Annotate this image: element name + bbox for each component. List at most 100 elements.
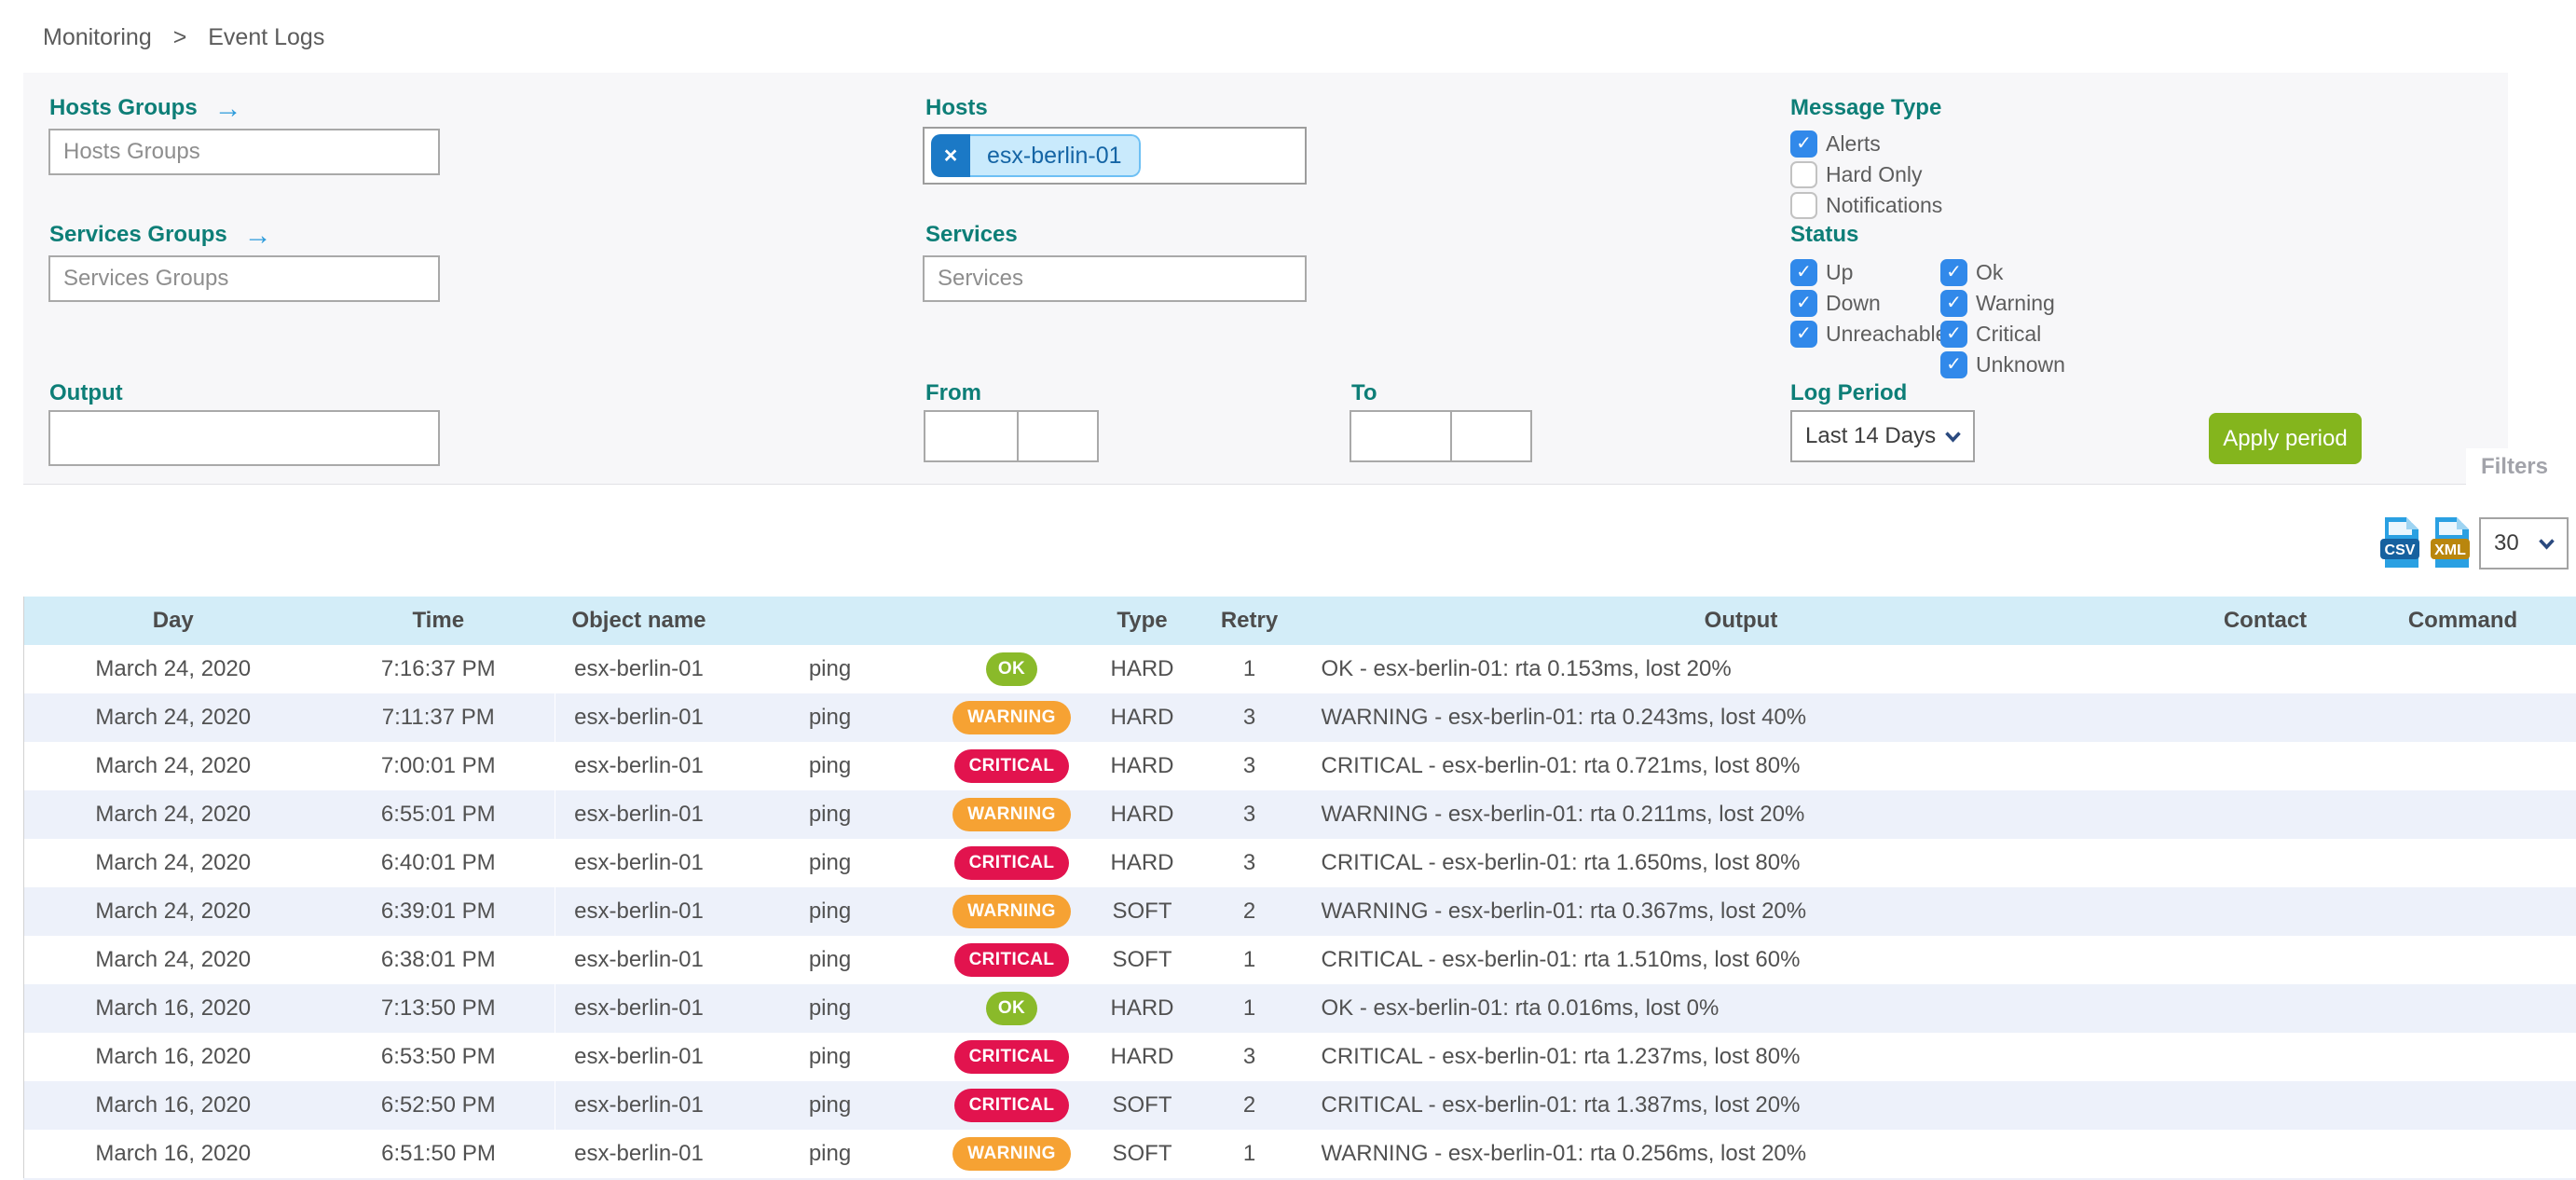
to-time-input[interactable] bbox=[1450, 410, 1532, 462]
checkbox-unchecked-icon[interactable] bbox=[1790, 161, 1817, 188]
checkbox-checked-icon[interactable]: ✓ bbox=[1790, 130, 1817, 158]
breadcrumb-item-event-logs: Event Logs bbox=[208, 24, 325, 50]
cell-day: March 16, 2020 bbox=[95, 1092, 252, 1118]
checkbox-warning[interactable]: ✓ Warning bbox=[1940, 290, 2065, 317]
from-label: From bbox=[925, 380, 981, 405]
cell-day: March 16, 2020 bbox=[95, 995, 252, 1021]
table-row: March 24, 2020 7:16:37 PM esx-berlin-01 pin… bbox=[24, 645, 2576, 693]
cell-output: WARNING - esx-berlin-01: rta 0.367ms, lo… bbox=[1321, 899, 1807, 924]
chip-label: esx-berlin-01 bbox=[970, 134, 1141, 177]
services-input[interactable] bbox=[923, 255, 1307, 302]
checkbox-checked-icon[interactable]: ✓ bbox=[1790, 290, 1817, 317]
table-row: March 24, 2020 6:39:01 PM esx-berlin-01 pin… bbox=[23, 887, 2576, 936]
cell-type: HARD bbox=[1110, 995, 1174, 1021]
hosts-input[interactable]: × esx-berlin-01 bbox=[923, 127, 1307, 185]
column-header-retry[interactable]: Retry bbox=[1198, 597, 1301, 645]
message-type-options: ✓ Alerts Hard Only Notifications bbox=[1790, 130, 1942, 223]
arrow-right-icon[interactable]: → bbox=[213, 93, 242, 124]
output-input[interactable] bbox=[48, 410, 440, 466]
cell-contact bbox=[2182, 645, 2350, 693]
log-period-select[interactable]: Last 14 Days bbox=[1790, 410, 1975, 462]
column-header-output[interactable]: Output bbox=[1300, 597, 2182, 645]
checkbox-unreachable[interactable]: ✓ Unreachable bbox=[1790, 321, 1947, 348]
from-time-input[interactable] bbox=[1017, 410, 1099, 462]
status-badge: OK bbox=[985, 992, 1038, 1025]
cell-service: ping bbox=[808, 899, 852, 924]
checkbox-label: Up bbox=[1826, 260, 1854, 284]
status-badge: WARNING bbox=[952, 798, 1071, 831]
cell-type: HARD bbox=[1110, 656, 1174, 681]
services-groups-label: Services Groups → bbox=[49, 220, 272, 251]
checkbox-checked-icon[interactable]: ✓ bbox=[1940, 290, 1967, 317]
cell-output: CRITICAL - esx-berlin-01: rta 0.721ms, l… bbox=[1321, 753, 1801, 778]
cell-day: March 24, 2020 bbox=[95, 947, 252, 972]
checkbox-label: Down bbox=[1826, 291, 1881, 315]
cell-command bbox=[2350, 839, 2576, 887]
checkbox-checked-icon[interactable]: ✓ bbox=[1940, 321, 1967, 348]
cell-command bbox=[2350, 1081, 2576, 1130]
checkbox-unchecked-icon[interactable] bbox=[1790, 192, 1817, 219]
cell-retry: 3 bbox=[1242, 753, 1256, 778]
checkbox-label: Unreachable bbox=[1826, 322, 1948, 346]
checkbox-hard-only[interactable]: Hard Only bbox=[1790, 161, 1942, 188]
cell-service: ping bbox=[808, 802, 852, 827]
cell-status: CRITICAL bbox=[938, 742, 1087, 790]
cell-contact bbox=[2182, 790, 2350, 839]
cell-command bbox=[2350, 936, 2576, 984]
column-header-contact[interactable]: Contact bbox=[2181, 597, 2350, 645]
column-header-object[interactable]: Object name bbox=[555, 597, 723, 645]
column-header-command[interactable]: Command bbox=[2349, 597, 2576, 645]
status-options-service: ✓ Ok ✓ Warning ✓ Critical ✓ Unknown bbox=[1940, 259, 2065, 382]
checkbox-label: Notifications bbox=[1826, 193, 1943, 217]
cell-object: esx-berlin-01 bbox=[574, 753, 704, 778]
checkbox-checked-icon[interactable]: ✓ bbox=[1790, 259, 1817, 286]
column-header-time[interactable]: Time bbox=[322, 597, 555, 645]
cell-command bbox=[2350, 645, 2576, 693]
filters-tab[interactable]: Filters bbox=[2465, 448, 2563, 489]
cell-retry: 1 bbox=[1242, 995, 1256, 1021]
cell-command bbox=[2350, 790, 2576, 839]
cell-retry: 2 bbox=[1242, 1092, 1256, 1118]
cell-status: CRITICAL bbox=[938, 839, 1087, 887]
arrow-right-icon[interactable]: → bbox=[243, 220, 272, 251]
apply-period-button[interactable]: Apply period bbox=[2209, 413, 2362, 464]
column-header-day[interactable]: Day bbox=[23, 597, 322, 645]
to-date-input[interactable] bbox=[1350, 410, 1452, 462]
checkbox-ok[interactable]: ✓ Ok bbox=[1940, 259, 2065, 286]
svg-text:CSV: CSV bbox=[2385, 542, 2416, 558]
services-groups-input[interactable] bbox=[48, 255, 440, 302]
from-date-input[interactable] bbox=[924, 410, 1019, 462]
cell-day: March 24, 2020 bbox=[95, 656, 252, 681]
column-header-type[interactable]: Type bbox=[1086, 597, 1199, 645]
table-row: March 24, 2020 7:00:01 PM esx-berlin-01 pin… bbox=[24, 742, 2576, 790]
checkbox-up[interactable]: ✓ Up bbox=[1790, 259, 1947, 286]
hosts-groups-input[interactable] bbox=[48, 129, 440, 175]
cell-day: March 24, 2020 bbox=[95, 753, 252, 778]
cell-time: 7:00:01 PM bbox=[380, 753, 496, 778]
status-badge: OK bbox=[985, 652, 1038, 686]
cell-status: WARNING bbox=[938, 1130, 1087, 1178]
checkbox-notifications[interactable]: Notifications bbox=[1790, 192, 1942, 219]
cell-time: 6:51:50 PM bbox=[381, 1141, 496, 1166]
checkbox-critical[interactable]: ✓ Critical bbox=[1940, 321, 2065, 348]
page-size-select[interactable]: 30 bbox=[2479, 517, 2569, 569]
checkbox-checked-icon[interactable]: ✓ bbox=[1940, 259, 1967, 286]
breadcrumb-item-monitoring[interactable]: Monitoring bbox=[43, 24, 152, 50]
cell-day: March 24, 2020 bbox=[95, 850, 252, 875]
svg-text:XML: XML bbox=[2434, 542, 2466, 558]
host-chip: × esx-berlin-01 bbox=[931, 134, 1141, 177]
xml-export-icon[interactable]: XML bbox=[2429, 515, 2472, 569]
cell-output: CRITICAL - esx-berlin-01: rta 1.510ms, l… bbox=[1321, 947, 1801, 972]
cell-day: March 24, 2020 bbox=[95, 705, 252, 730]
cell-object: esx-berlin-01 bbox=[574, 995, 704, 1021]
checkbox-checked-icon[interactable]: ✓ bbox=[1940, 351, 1967, 378]
checkbox-unknown[interactable]: ✓ Unknown bbox=[1940, 351, 2065, 378]
status-badge: CRITICAL bbox=[953, 749, 1070, 783]
cell-day: March 16, 2020 bbox=[95, 1044, 252, 1069]
cell-object: esx-berlin-01 bbox=[574, 656, 704, 681]
checkbox-checked-icon[interactable]: ✓ bbox=[1790, 321, 1817, 348]
checkbox-alerts[interactable]: ✓ Alerts bbox=[1790, 130, 1942, 158]
checkbox-down[interactable]: ✓ Down bbox=[1790, 290, 1947, 317]
chip-remove-icon[interactable]: × bbox=[931, 134, 970, 177]
csv-export-icon[interactable]: CSV bbox=[2378, 515, 2421, 569]
